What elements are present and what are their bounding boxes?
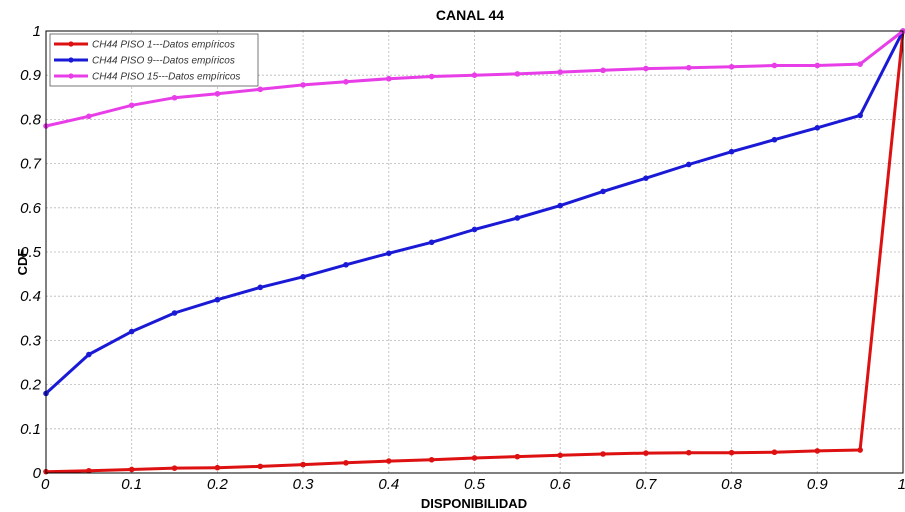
data-point <box>857 447 863 453</box>
data-point <box>514 453 521 460</box>
data-point <box>128 466 135 473</box>
legend-label: CH44 PISO 1---Datos empíricos <box>92 40 235 51</box>
data-point <box>557 202 563 209</box>
data-point <box>300 461 306 468</box>
legend-label: CH44 PISO 15---Datos empíricos <box>92 72 240 83</box>
data-point <box>728 449 735 456</box>
y-tick-label: 0.5 <box>20 244 42 261</box>
data-point <box>471 72 478 78</box>
data-point <box>600 451 606 457</box>
data-point <box>857 112 863 119</box>
data-point <box>685 64 692 71</box>
y-tick-label: 0 <box>33 465 42 482</box>
legend-marker <box>68 41 74 47</box>
legend-marker <box>68 73 74 79</box>
data-point <box>86 113 92 120</box>
data-point <box>814 124 821 131</box>
x-tick-label: 0.1 <box>121 476 142 493</box>
legend-label: CH44 PISO 9---Datos empíricos <box>92 56 235 67</box>
x-tick-label: 0.2 <box>207 476 229 493</box>
x-axis-ticks: 0 0.1 0.2 0.3 0.4 0.5 0.6 0.7 0.8 0.9 1 <box>41 476 905 493</box>
series-2 <box>43 28 905 397</box>
data-point <box>685 449 692 456</box>
data-point <box>557 452 563 459</box>
data-point <box>343 79 349 85</box>
data-point <box>771 136 778 143</box>
data-point <box>300 273 306 280</box>
x-tick-label: 0.6 <box>550 476 572 493</box>
legend: CH44 PISO 1---Datos empíricos CH44 PISO 9… <box>49 33 259 87</box>
data-point <box>214 296 221 303</box>
data-point <box>600 67 606 74</box>
data-point <box>214 90 221 97</box>
data-point <box>128 102 135 109</box>
data-point <box>771 62 778 69</box>
data-point <box>557 69 563 75</box>
y-tick-label: 0.3 <box>20 332 42 349</box>
y-tick-label: 0.4 <box>20 288 41 305</box>
x-tick-label: 0.4 <box>378 476 399 493</box>
data-point <box>257 86 264 93</box>
y-tick-label: 0.1 <box>20 421 41 438</box>
data-point <box>728 64 735 70</box>
chart-title: CANAL 44 <box>436 7 504 23</box>
data-point <box>386 458 392 464</box>
series-3 <box>43 28 905 129</box>
x-tick-label: 0.7 <box>635 476 657 493</box>
y-tick-label: 0.6 <box>20 200 42 217</box>
x-tick-label: 0.5 <box>464 476 486 493</box>
y-tick-label: 0.7 <box>20 156 42 173</box>
data-point <box>257 284 264 291</box>
data-point <box>171 310 178 316</box>
x-tick-label: 1 <box>898 476 905 493</box>
data-point <box>386 250 392 257</box>
y-tick-label: 1 <box>33 23 41 40</box>
data-point <box>771 449 778 456</box>
x-tick-label: 0.3 <box>293 476 315 493</box>
data-point <box>171 94 178 101</box>
data-point <box>343 460 349 466</box>
data-point <box>300 82 306 88</box>
data-point <box>685 161 692 168</box>
data-point <box>343 262 349 268</box>
y-tick-label: 0.8 <box>20 111 42 128</box>
data-point <box>600 188 606 195</box>
data-point <box>386 75 392 82</box>
data-point <box>128 328 135 335</box>
data-point <box>514 215 521 221</box>
legend-marker <box>68 57 74 63</box>
data-point <box>643 65 649 72</box>
x-tick-label: 0 <box>41 476 50 493</box>
data-point <box>471 455 478 461</box>
y-tick-label: 0.2 <box>20 377 42 394</box>
data-point <box>728 148 735 155</box>
data-point <box>814 448 821 454</box>
data-point <box>257 463 264 470</box>
data-point <box>514 71 521 77</box>
data-point <box>171 465 178 471</box>
series-layer <box>43 28 905 475</box>
data-point <box>643 175 649 181</box>
x-axis-label: DISPONIBILIDAD <box>421 496 527 511</box>
data-point <box>86 351 92 358</box>
data-point <box>643 450 649 456</box>
data-point <box>428 239 435 246</box>
plot-frame <box>45 30 904 474</box>
x-tick-label: 0.8 <box>721 476 743 493</box>
data-point <box>471 226 478 233</box>
series-1 <box>43 28 905 475</box>
data-point <box>86 467 92 474</box>
x-tick-label: 0.9 <box>807 476 829 493</box>
data-point <box>857 61 863 67</box>
y-axis-ticks: 0 0.1 0.2 0.3 0.4 0.5 0.6 0.7 0.8 0.9 1 <box>20 23 42 482</box>
data-point <box>214 464 221 471</box>
data-point <box>428 456 435 463</box>
y-tick-label: 0.9 <box>20 67 42 84</box>
y-axis-label: CDF <box>15 249 30 276</box>
data-point <box>428 73 435 80</box>
data-point <box>814 62 821 69</box>
